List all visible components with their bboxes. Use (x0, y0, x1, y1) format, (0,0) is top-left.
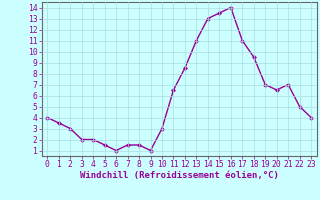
X-axis label: Windchill (Refroidissement éolien,°C): Windchill (Refroidissement éolien,°C) (80, 171, 279, 180)
